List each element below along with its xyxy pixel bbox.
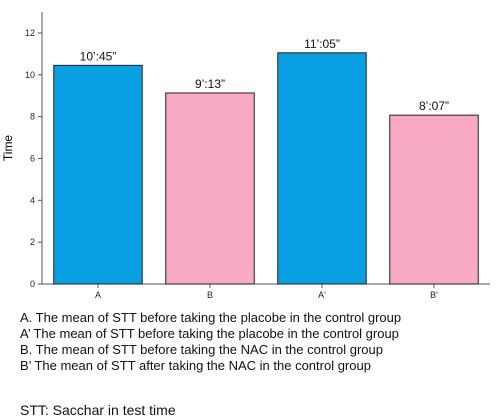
plot-area: 0 2 4 6 8 10 12 10’:45” A 9’:13” B 11’:05” A' 8’:07” B… <box>25 12 490 300</box>
chart-legend: A. The mean of STT before taking the pla… <box>20 310 490 374</box>
bar-3 <box>277 52 367 285</box>
bar-chart: 0 2 4 6 8 10 12 10’:45” A 9’:13” B 11’:05” A' 8’:07” B… <box>1 12 490 300</box>
footnote: STT: Sacchar in test time <box>20 402 176 418</box>
legend-line-a-prime: A’ The mean of STT before taking the pla… <box>20 326 399 341</box>
y-tick-label: 10 <box>25 70 35 80</box>
data-label: 11’:05” <box>304 37 340 51</box>
bar-4 <box>389 114 479 285</box>
y-tick-label: 12 <box>25 28 35 38</box>
bar-1 <box>53 64 143 285</box>
legend-line-b: B. The mean of STT before taking the NAC… <box>20 342 383 357</box>
data-label: 9’:13” <box>195 77 225 91</box>
y-tick-label: 0 <box>30 279 35 289</box>
legend-line-a: A. The mean of STT before taking the pla… <box>20 310 402 325</box>
x-tick-label: A <box>95 290 101 300</box>
y-tick-label: 4 <box>30 195 35 205</box>
y-tick-label: 6 <box>30 153 35 163</box>
legend-line-b-prime: B’ The mean of STT after taking the NAC … <box>20 358 371 373</box>
y-axis-label: Time <box>1 135 15 162</box>
data-label: 10’:45” <box>80 49 117 63</box>
bar-2 <box>165 92 255 285</box>
x-tick-label: B' <box>430 290 438 300</box>
data-label: 8’:07” <box>419 99 449 113</box>
x-tick-label: A' <box>318 290 326 300</box>
x-tick-label: B <box>207 290 213 300</box>
y-tick-label: 8 <box>30 112 35 122</box>
y-tick-label: 2 <box>30 237 35 247</box>
